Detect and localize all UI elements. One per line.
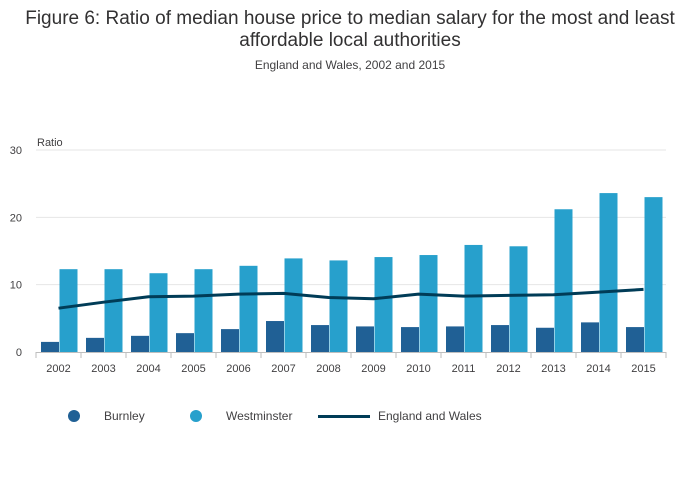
x-tick-label-2015: 2015 <box>631 363 655 375</box>
legend-label-westminster: Westminster <box>226 409 293 423</box>
bar-burnley-2004 <box>131 335 149 352</box>
chart-title: Figure 6: Ratio of median house price to… <box>25 8 675 51</box>
x-tick-label-2002: 2002 <box>46 363 70 375</box>
x-tick-label-2006: 2006 <box>226 363 250 375</box>
x-tick-label-2014: 2014 <box>586 363 610 375</box>
bar-westminster-2007 <box>284 258 303 352</box>
y-tick-label-0: 0 <box>16 347 22 359</box>
legend: Burnley Westminster England and Wales <box>0 404 700 428</box>
bar-westminster-2009 <box>374 257 393 352</box>
bar-westminster-2013 <box>554 209 573 352</box>
legend-item-westminster[interactable]: Westminster <box>190 404 292 428</box>
bar-burnley-2014 <box>581 322 599 352</box>
x-tick-label-2012: 2012 <box>496 363 520 375</box>
bar-burnley-2015 <box>626 327 644 352</box>
legend-item-burnley[interactable]: Burnley <box>68 404 145 428</box>
bar-westminster-2002 <box>59 269 78 352</box>
y-axis-label: Ratio <box>37 137 63 149</box>
bar-burnley-2009 <box>356 326 374 352</box>
legend-swatch-westminster <box>190 410 202 422</box>
x-tick-label-2003: 2003 <box>91 363 115 375</box>
bar-burnley-2007 <box>266 321 284 352</box>
bar-burnley-2002 <box>41 341 59 352</box>
legend-item-england-and-wales[interactable]: England and Wales <box>318 404 482 428</box>
bar-westminster-2003 <box>104 269 123 352</box>
x-tick-label-2005: 2005 <box>181 363 205 375</box>
legend-label-burnley: Burnley <box>104 409 145 423</box>
y-tick-label-10: 10 <box>10 280 22 292</box>
bar-westminster-2011 <box>464 244 483 352</box>
bar-westminster-2012 <box>509 246 528 352</box>
bar-burnley-2005 <box>176 333 194 352</box>
bar-burnley-2010 <box>401 327 419 352</box>
legend-label-england-and-wales: England and Wales <box>378 409 482 423</box>
x-tick-label-2004: 2004 <box>136 363 160 375</box>
bar-westminster-2010 <box>419 255 438 352</box>
bar-burnley-2003 <box>86 337 104 352</box>
x-tick-label-2007: 2007 <box>271 363 295 375</box>
y-tick-label-30: 30 <box>10 145 22 157</box>
bar-burnley-2008 <box>311 325 329 352</box>
legend-swatch-england-and-wales <box>318 414 370 418</box>
bar-westminster-2004 <box>149 273 168 352</box>
bar-burnley-2011 <box>446 326 464 352</box>
bar-westminster-2014 <box>599 193 618 352</box>
line-england-and-wales <box>58 287 644 310</box>
y-tick-label-20: 20 <box>10 212 22 224</box>
bar-westminster-2008 <box>329 260 348 352</box>
legend-swatch-burnley <box>68 410 80 422</box>
x-tick-label-2009: 2009 <box>361 363 385 375</box>
x-tick-label-2013: 2013 <box>541 363 565 375</box>
bar-burnley-2013 <box>536 327 554 352</box>
x-tick-label-2011: 2011 <box>452 363 476 375</box>
bar-westminster-2005 <box>194 269 213 352</box>
x-tick-label-2008: 2008 <box>316 363 340 375</box>
x-tick-label-2010: 2010 <box>406 363 430 375</box>
bar-burnley-2012 <box>491 325 509 352</box>
chart-subtitle: England and Wales, 2002 and 2015 <box>254 58 446 72</box>
bar-burnley-2006 <box>221 329 239 352</box>
bar-westminster-2006 <box>239 265 258 352</box>
bar-westminster-2015 <box>644 197 663 352</box>
